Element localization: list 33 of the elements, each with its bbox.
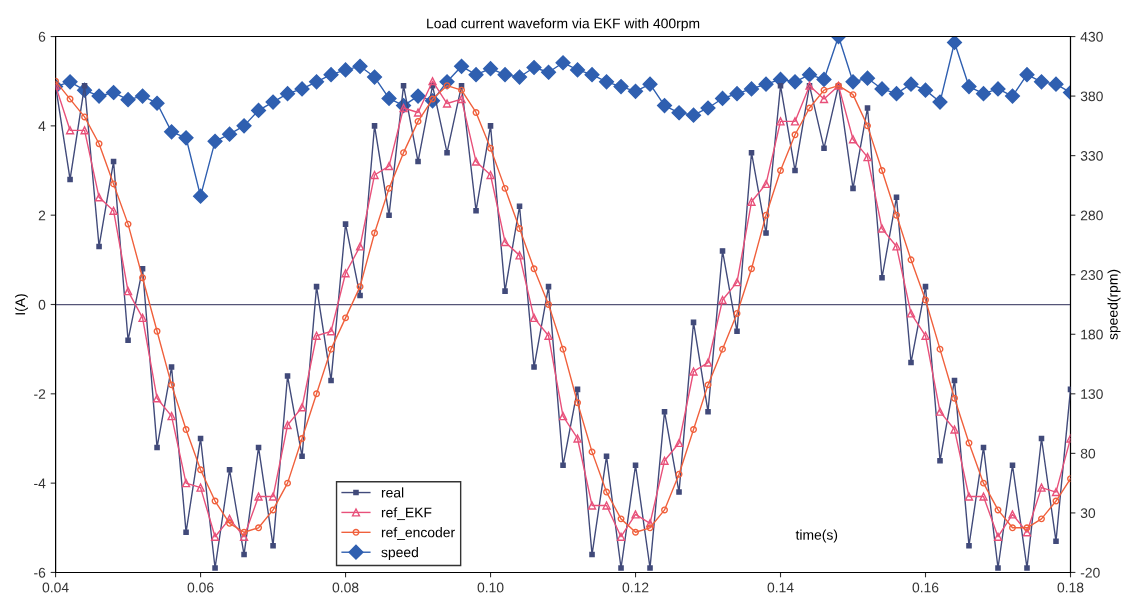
y2-tick-label: 380 <box>1080 91 1103 102</box>
y-tick-label: 6 <box>38 31 46 42</box>
y2-tick-label: 430 <box>1080 31 1103 42</box>
x-tick-label: 0.06 <box>187 582 214 593</box>
y-tick-label: 0 <box>38 299 46 310</box>
y2-tick-label: -20 <box>1080 567 1100 578</box>
y2-tick-label: 30 <box>1080 508 1096 519</box>
y-tick-label: 4 <box>38 121 46 131</box>
y2-tick-label: 130 <box>1081 389 1103 399</box>
x-tick-label: 0.10 <box>477 582 504 593</box>
y-tick-label: -2 <box>34 389 46 399</box>
x-tick-label: 0.12 <box>622 582 649 593</box>
x-tick-label: 0.18 <box>1057 582 1084 593</box>
y2-tick-label: 180 <box>1081 329 1103 340</box>
y2-tick-label: 230 <box>1080 270 1103 280</box>
x-tick-label: 0.16 <box>912 582 939 593</box>
y-tick-label: -4 <box>34 478 46 489</box>
x-axis-title: time(s) <box>795 529 838 543</box>
chart-title: Load current waveform via EKF with 400rpm <box>427 18 700 32</box>
x-tick-label: 0.14 <box>767 582 794 593</box>
legend-label: real <box>381 487 404 498</box>
y-axis-title: I(A) <box>14 294 28 315</box>
y-tick-label: -6 <box>34 567 46 578</box>
x-tick-label: 0.08 <box>332 582 359 593</box>
y2-tick-label: 330 <box>1080 150 1103 161</box>
legend-label: ref_encoder <box>381 527 455 540</box>
y2-tick-label: 80 <box>1080 448 1096 459</box>
legend-label: ref_EKF <box>381 507 432 521</box>
y2-tick-label: 280 <box>1080 210 1103 221</box>
legend-label: speed <box>381 547 418 560</box>
y2-axis-title: speed(rpm) <box>1107 269 1121 340</box>
x-tick-label: 0.04 <box>42 582 69 593</box>
y-tick-label: 2 <box>38 210 46 221</box>
